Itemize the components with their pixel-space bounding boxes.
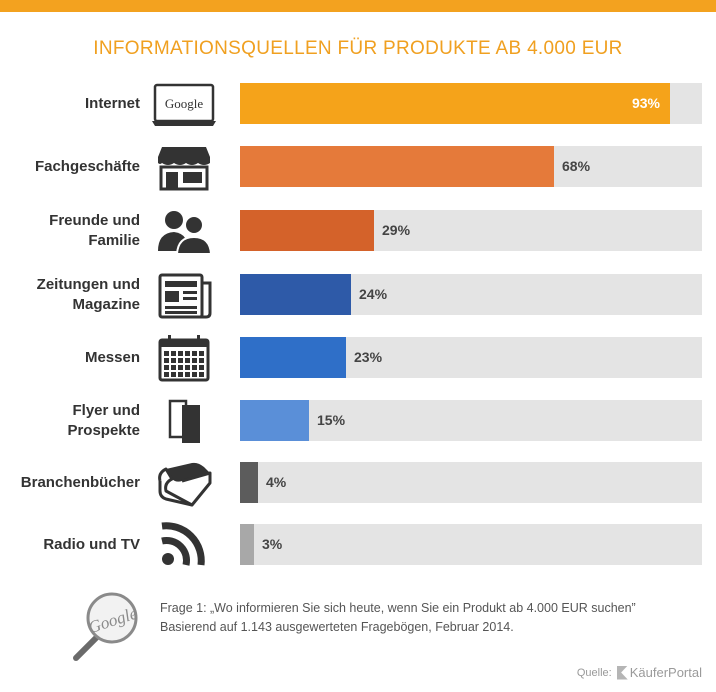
magnifier-google-icon: Google — [73, 592, 140, 661]
category-label-text: Internet — [85, 94, 140, 114]
bar-track: 93% — [240, 83, 702, 124]
category-label-text: Flyer und Prospekte — [67, 401, 140, 441]
category-label-line: Zeitungen und — [36, 276, 140, 293]
category-label-line: Magazine — [72, 296, 140, 313]
category-label-text: Zeitungen und Magazine — [37, 275, 140, 315]
category-label-text: Radio und TV — [43, 535, 140, 555]
brand-name: KäuferPortal — [629, 665, 702, 680]
bar-row: Branchenbücher 4% — [0, 459, 716, 507]
category-label-line: Internet — [84, 95, 140, 112]
bar-row: Radio und TV 3% — [0, 521, 716, 569]
storefront-icon — [158, 147, 210, 191]
bar — [240, 400, 309, 441]
category-label: Internet — [0, 80, 140, 128]
bar-row: Internet Google 93% — [0, 80, 716, 128]
category-label-text: Fachgeschäfte — [35, 157, 140, 177]
category-label: Fachgeschäfte — [0, 143, 140, 191]
data-label: 29% — [382, 222, 411, 238]
bar — [240, 337, 346, 378]
category-label-text: Freunde und Familie — [49, 211, 140, 251]
category-label: Radio und TV — [0, 521, 140, 569]
people-icon — [158, 211, 213, 255]
category-label-line: Prospekte — [67, 422, 140, 439]
bar-track: 24% — [240, 274, 702, 315]
data-label: 93% — [631, 95, 660, 111]
bar — [240, 146, 554, 187]
category-label-line: Flyer und — [72, 402, 140, 419]
source-credit: Quelle: KäuferPortal — [577, 665, 702, 680]
newspaper-icon — [158, 273, 212, 319]
category-label: Messen — [0, 334, 140, 382]
bar-row: Fachgeschäfte 68% — [0, 143, 716, 191]
bar-track: 4% — [240, 462, 702, 503]
data-label: 3% — [262, 536, 283, 552]
bar-row: Flyer und Prospekte 15% — [0, 397, 716, 445]
laptop-google-icon: Google — [152, 83, 216, 126]
category-label: Branchenbücher — [0, 459, 140, 507]
data-label: 68% — [562, 158, 591, 174]
bar-row: Zeitungen und Magazine 24% — [0, 271, 716, 319]
bar-row: Freunde und Familie 29% — [0, 207, 716, 255]
category-label-line: Freunde und — [49, 212, 140, 229]
category-label-line: Radio und TV — [43, 536, 140, 553]
bar-track: 3% — [240, 524, 702, 565]
data-label: 4% — [266, 474, 287, 490]
data-label: 15% — [317, 412, 346, 428]
bar — [240, 83, 670, 124]
bar-track: 68% — [240, 146, 702, 187]
category-label: Flyer und Prospekte — [0, 397, 140, 445]
bar-track: 29% — [240, 210, 702, 251]
laptop-google-text: Google — [165, 96, 204, 111]
data-label: 23% — [354, 349, 383, 365]
category-label-text: Branchenbücher — [21, 473, 140, 493]
footnote: Frage 1: „Wo informieren Sie sich heute,… — [160, 601, 636, 634]
chart-title: INFORMATIONSQUELLEN FÜR PRODUKTE AB 4.00… — [93, 38, 623, 59]
category-label-line: Familie — [88, 232, 140, 249]
bar — [240, 274, 351, 315]
calendar-icon — [158, 335, 210, 382]
category-label: Freunde und Familie — [0, 207, 140, 255]
data-label: 24% — [359, 286, 388, 302]
source-label: Quelle: — [576, 666, 612, 679]
category-label: Zeitungen und Magazine — [0, 271, 140, 319]
category-label-line: Fachgeschäfte — [34, 158, 140, 175]
bar-row: Messen 23% — [0, 334, 716, 382]
bar — [240, 210, 374, 251]
brand-logo: KäuferPortal — [616, 665, 702, 680]
book-icon — [158, 462, 212, 507]
category-label-text: Messen — [85, 348, 140, 368]
category-label-line: Messen — [84, 349, 140, 366]
category-label-line: Branchenbücher — [20, 474, 140, 491]
bar-track: 15% — [240, 400, 702, 441]
flyer-icon — [168, 399, 200, 443]
bar — [240, 462, 258, 503]
bar-track: 23% — [240, 337, 702, 378]
top-accent-bar — [0, 0, 716, 12]
rss-icon — [161, 522, 205, 566]
bar — [240, 524, 254, 565]
brand-mark-icon — [616, 665, 628, 680]
